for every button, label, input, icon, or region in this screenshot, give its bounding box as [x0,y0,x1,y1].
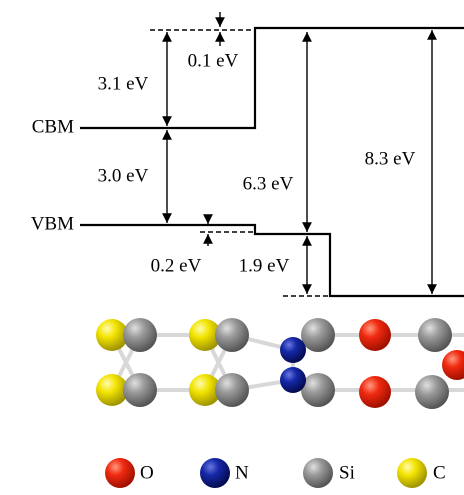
atom-n [280,367,306,393]
legend-swatch [105,458,135,488]
legend-swatch [397,458,427,488]
atom-si [418,318,452,352]
legend-label: O [140,462,154,483]
atom-si [301,373,335,407]
offset-label: 3.0 eV [98,165,149,186]
atom-si [215,373,249,407]
vbm-label: VBM [31,213,74,234]
atom-o [359,376,391,408]
band-alignment-figure: CBM VBM 3.1 eV 0.1 eV 3.0 eV 0.2 eV 6.3 … [0,0,464,495]
atom-si [123,318,157,352]
atom-o [442,350,464,380]
legend-label: N [235,462,249,483]
legend-label: Si [339,462,355,483]
atom-si [415,375,449,409]
atom-o [359,319,391,351]
offset-label: 0.2 eV [151,255,202,276]
atom-si [215,318,249,352]
legend-swatch [200,458,230,488]
legend-label: C [433,462,446,483]
offset-label: 3.1 eV [98,73,149,94]
legend: O N Si C [105,458,446,488]
atom-si [301,318,335,352]
atom-si [123,373,157,407]
cbm-label: CBM [32,116,74,137]
atomic-structure [96,318,464,409]
offset-label: 0.1 eV [188,50,239,71]
legend-swatch [303,458,333,488]
offset-label: 1.9 eV [239,255,290,276]
atom-n [280,337,306,363]
offset-label: 6.3 eV [243,173,294,194]
offset-label: 8.3 eV [365,148,416,169]
